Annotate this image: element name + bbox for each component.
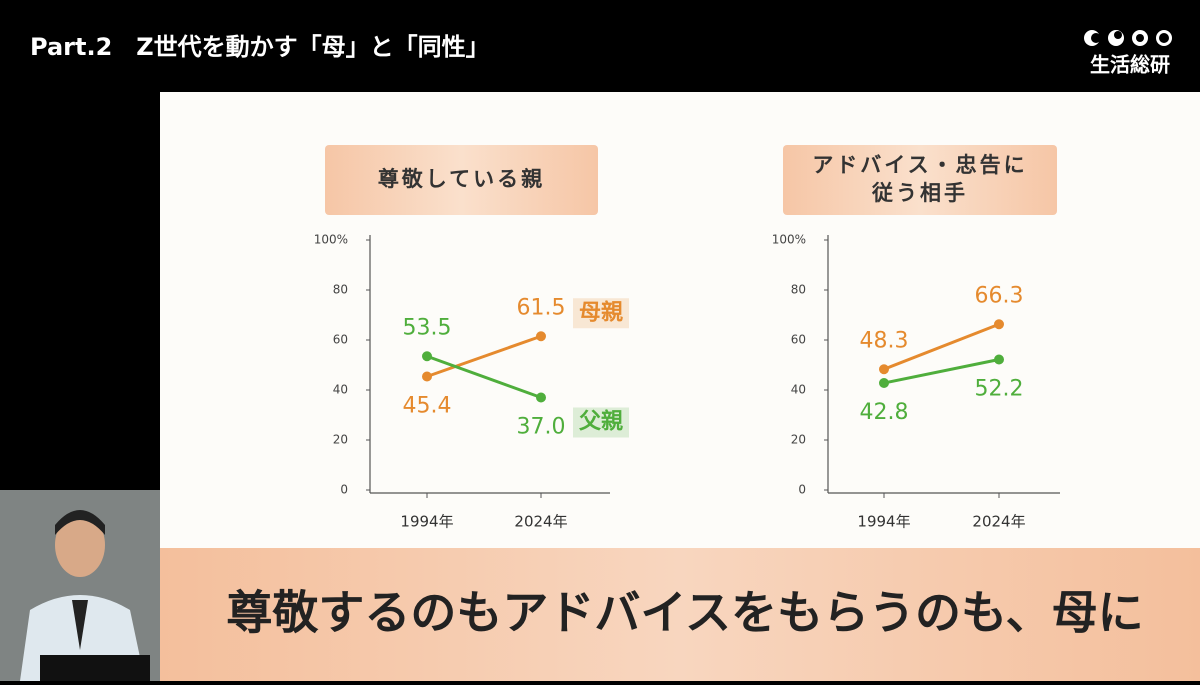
logo-text: 生活総研: [1090, 53, 1170, 77]
y-tick-label: 60: [333, 333, 348, 347]
value-label: 61.5: [517, 295, 566, 320]
x-tick-label: 1994年: [857, 513, 910, 531]
y-tick-label: 80: [333, 283, 348, 297]
legend-label: 父親: [579, 410, 623, 435]
y-tick-label: 80: [791, 283, 806, 297]
point: [536, 331, 546, 342]
presenter-video: [0, 490, 160, 681]
value-label: 37.0: [517, 415, 566, 440]
chart-title-box: [325, 145, 598, 215]
point: [536, 392, 546, 403]
value-label: 45.4: [403, 394, 452, 419]
legend-bg: [573, 407, 629, 438]
series-line: [883, 358, 1000, 385]
value-label: 53.5: [403, 315, 452, 340]
value-label: 52.2: [975, 377, 1024, 402]
y-tick-label: 20: [333, 433, 348, 447]
point: [994, 354, 1004, 365]
header-bar: [0, 0, 1200, 92]
chart-title: 尊敬している親: [378, 167, 545, 191]
y-tick-label: 20: [791, 433, 806, 447]
y-tick-label: 40: [333, 383, 348, 397]
chart-title: 従う相手: [871, 181, 968, 205]
chart-title: アドバイス・忠告に: [812, 153, 1027, 177]
header-title: Part.2 Z世代を動かす「母」と「同性」: [30, 33, 490, 61]
chart-title-box: [783, 145, 1057, 215]
point: [879, 364, 889, 375]
y-tick-label: 100%: [772, 233, 806, 247]
y-tick-label: 0: [340, 483, 348, 497]
x-tick-label: 2024年: [972, 513, 1025, 531]
legend-bg: [573, 298, 629, 329]
caption: 尊敬するのもアドバイスをもらうのも、母に: [226, 586, 1143, 640]
y-tick-label: 100%: [314, 233, 348, 247]
y-tick-label: 60: [791, 333, 806, 347]
y-tick-label: 40: [791, 383, 806, 397]
y-tick-label: 0: [798, 483, 806, 497]
series-line: [883, 322, 1000, 371]
x-tick-label: 2024年: [514, 513, 567, 531]
x-tick-label: 1994年: [400, 513, 453, 531]
value-label: 66.3: [975, 283, 1024, 308]
legend-label: 母親: [579, 300, 623, 325]
point: [422, 371, 432, 382]
point: [422, 351, 432, 362]
value-label: 42.8: [860, 400, 909, 425]
caption-band: [160, 548, 1200, 681]
series-line: [426, 354, 542, 399]
logo-circles: [1084, 30, 1172, 46]
value-label: 48.3: [860, 328, 909, 353]
point: [994, 319, 1004, 330]
point: [879, 378, 889, 388]
series-line: [426, 334, 542, 378]
